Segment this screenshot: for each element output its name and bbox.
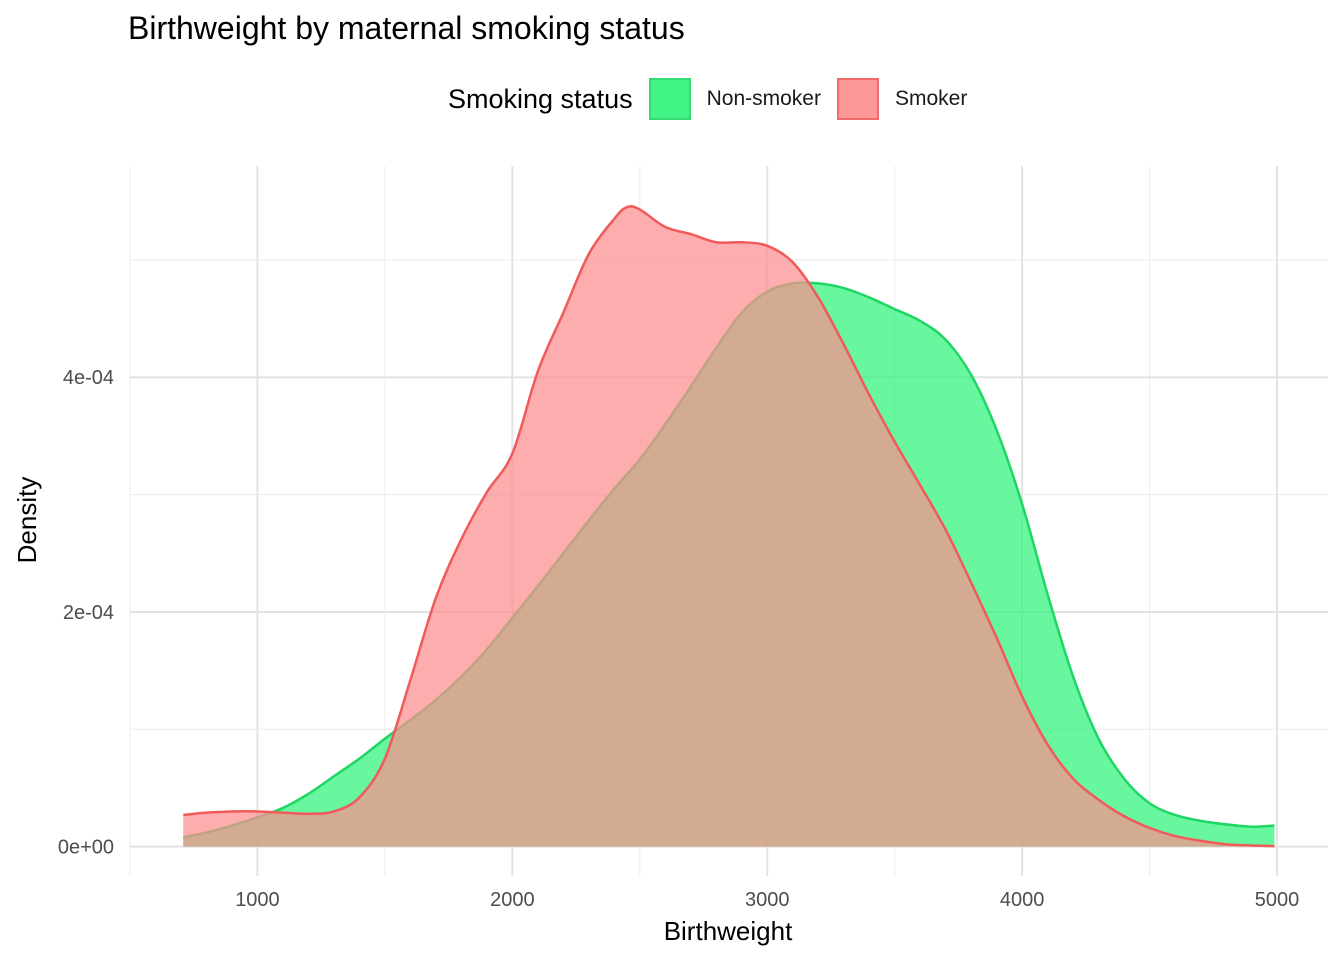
legend: Smoking status Non-smoker Smoker — [448, 76, 983, 122]
x-tick-label: 3000 — [745, 889, 790, 911]
y-tick-label: 0e+00 — [58, 837, 114, 859]
axes: 1000 2000 3000 4000 5000 0e+00 2e-04 4e-04 — [58, 367, 1299, 911]
density-areas — [183, 205, 1275, 848]
x-tick-label: 5000 — [1255, 889, 1300, 911]
legend-key-non-smoker — [648, 78, 691, 120]
legend-label-non-smoker: Non-smoker — [706, 87, 821, 110]
density-line-smoker — [183, 205, 1275, 848]
y-tick-label: 2e-04 — [63, 602, 114, 624]
legend-title: Smoking status — [448, 83, 633, 114]
legend-key-smoker — [836, 78, 879, 120]
legend-item-smoker: Smoker — [836, 78, 968, 120]
legend-item-non-smoker: Non-smoker — [648, 78, 821, 120]
x-tick-label: 2000 — [490, 889, 535, 911]
y-tick-label: 4e-04 — [63, 367, 114, 389]
density-area-smoker — [183, 206, 1275, 847]
legend-label-smoker: Smoker — [894, 87, 968, 110]
chart-title: Birthweight by maternal smoking status — [128, 10, 685, 46]
x-axis-label: Birthweight — [664, 916, 793, 946]
y-axis-label: Density — [12, 477, 42, 564]
x-tick-label: 4000 — [1000, 889, 1045, 911]
x-tick-label: 1000 — [235, 889, 280, 911]
